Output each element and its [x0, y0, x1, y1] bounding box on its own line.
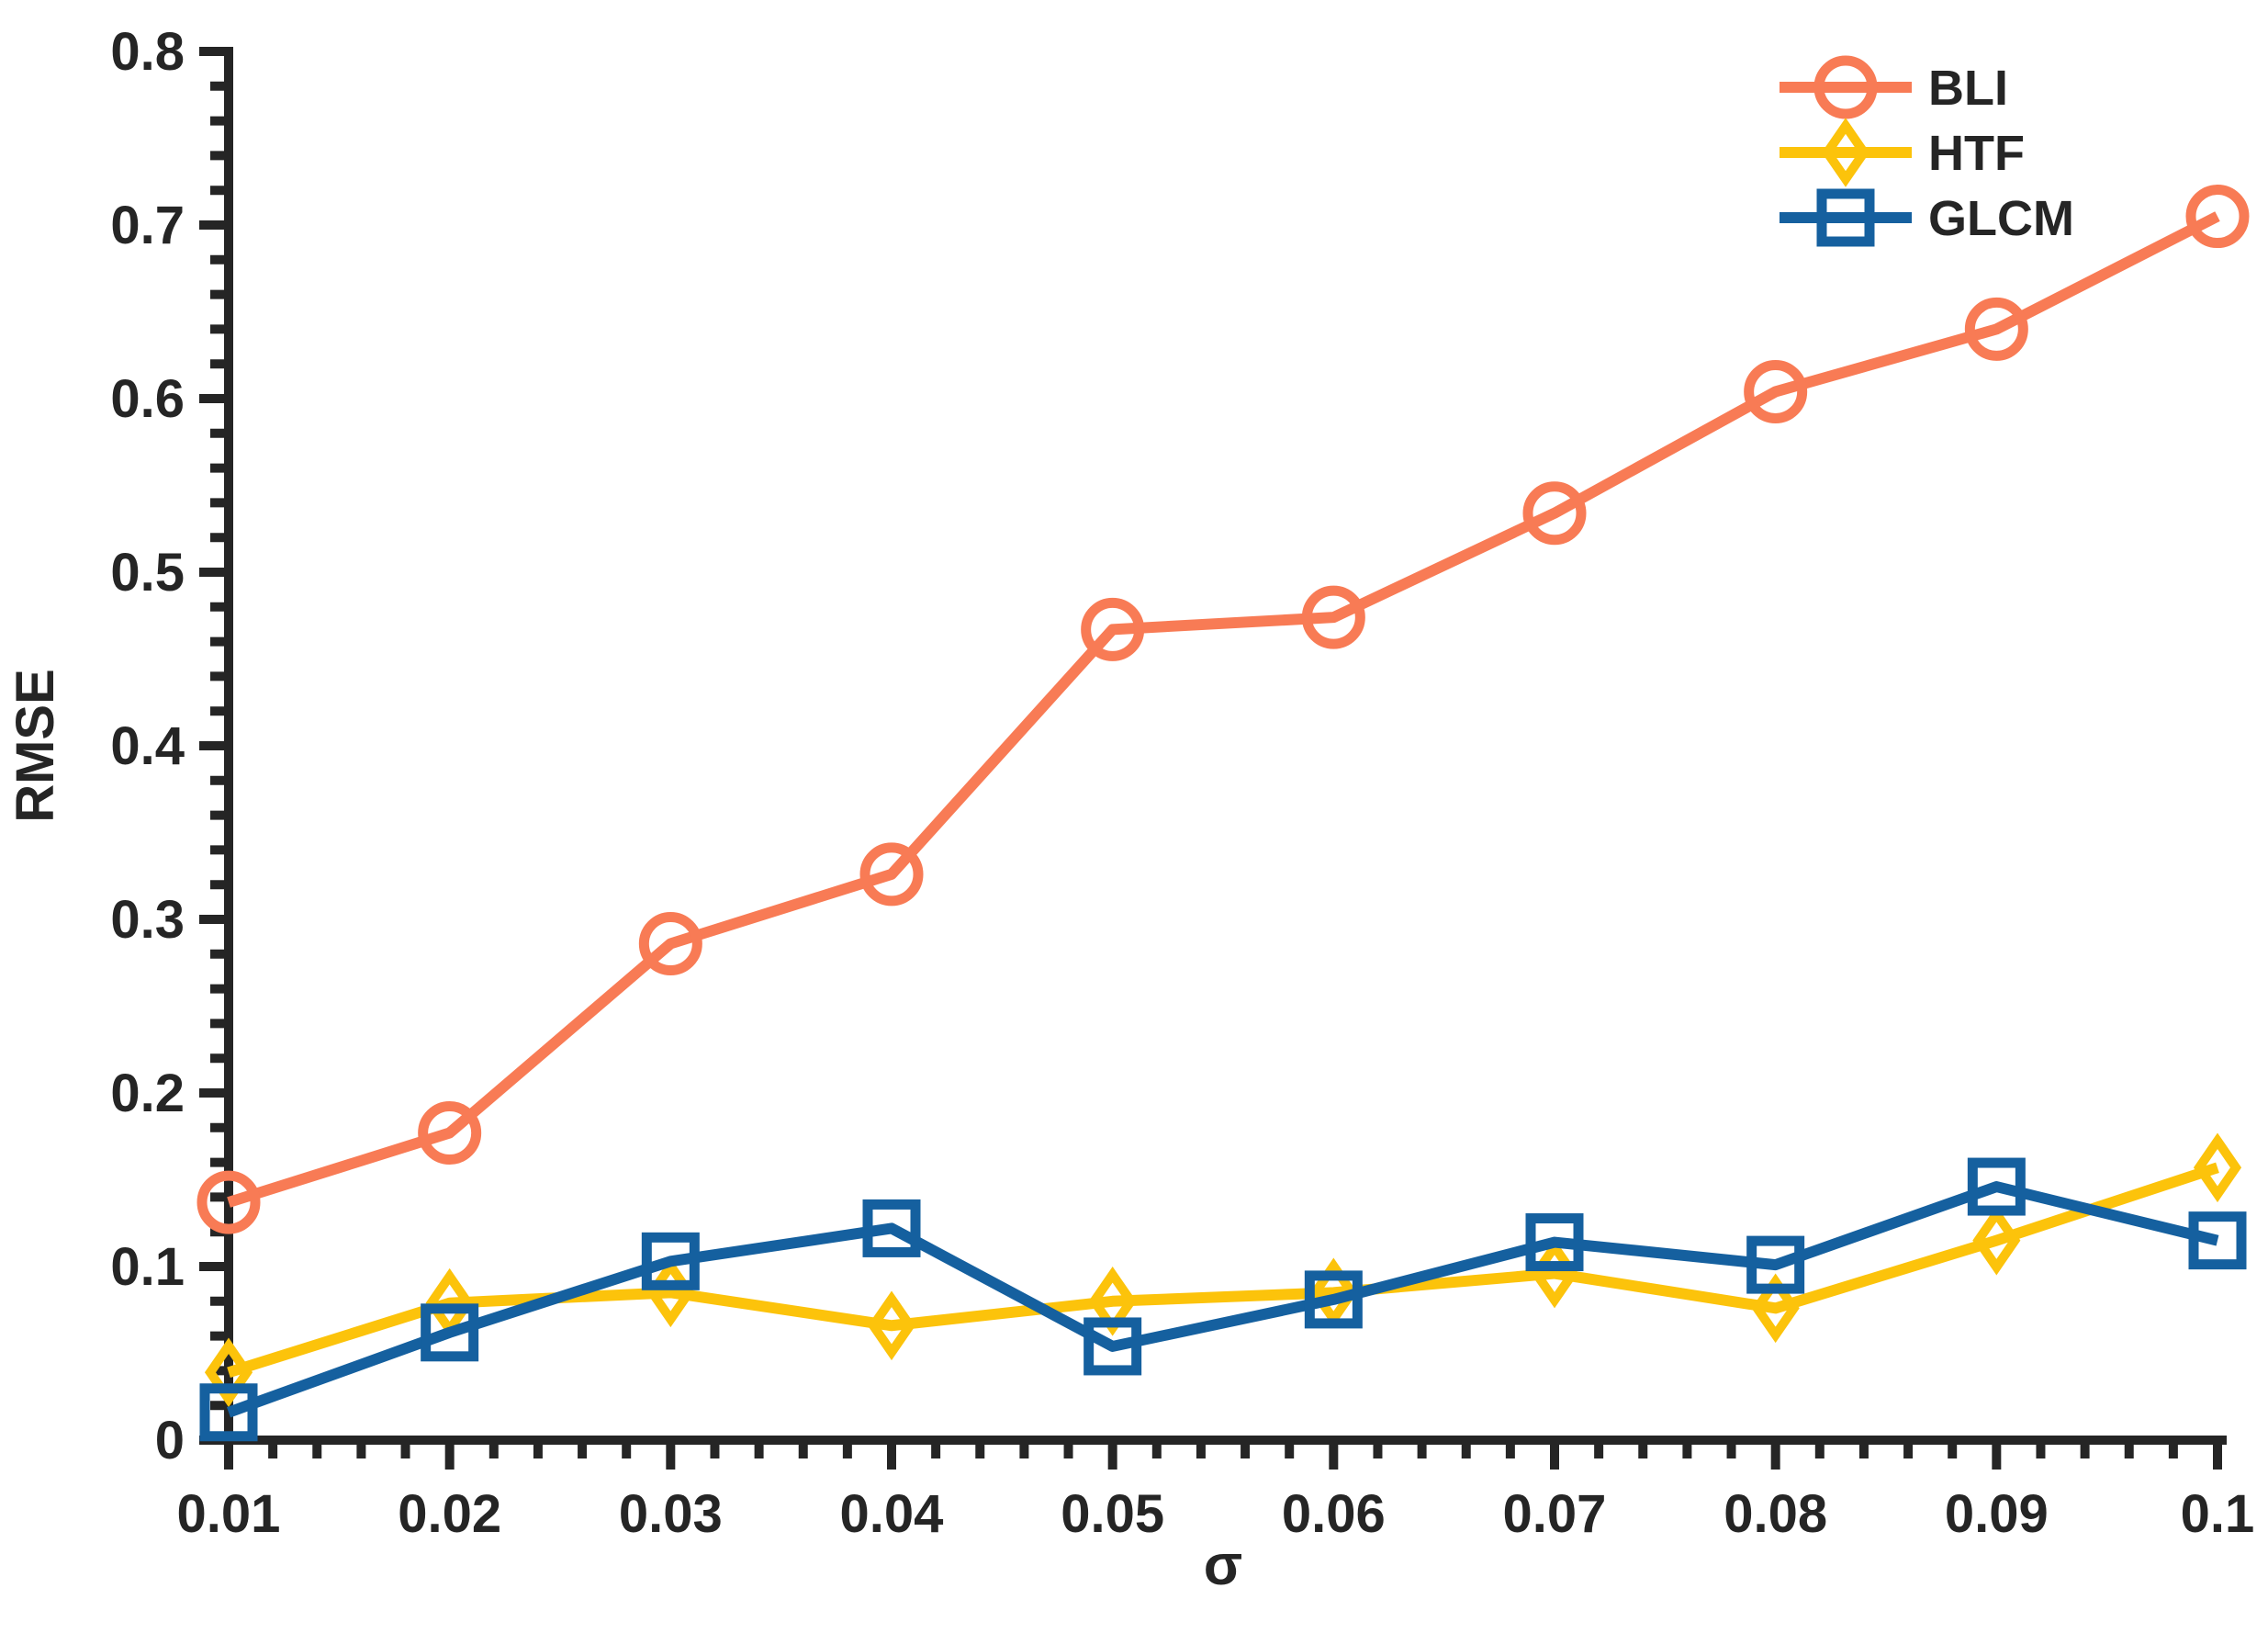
- square-marker: [199, 1383, 258, 1442]
- y-tick-label: 0.2: [110, 1064, 185, 1123]
- diamond-marker: [1751, 1273, 1800, 1344]
- series-line-HTF: [227, 1162, 2219, 1379]
- legend-item-HTF: HTF: [1780, 118, 2025, 187]
- series-BLI: [196, 185, 2250, 1234]
- y-tick-label: 0.8: [110, 22, 185, 82]
- square-marker: [1967, 1157, 2026, 1216]
- square-marker: [421, 1303, 479, 1362]
- y-tick-label: 0.6: [110, 369, 185, 429]
- legend: BLI HTF GLCM: [1780, 55, 2074, 247]
- legend-item-BLI: BLI: [1780, 55, 2008, 119]
- diamond-marker: [2193, 1132, 2242, 1203]
- x-tick-label: 0.04: [840, 1484, 944, 1544]
- legend-label: BLI: [1928, 61, 2008, 116]
- diamond-marker: [1972, 1205, 2021, 1276]
- square-marker: [862, 1199, 921, 1257]
- legend-item-GLCM: GLCM: [1780, 188, 2074, 247]
- series-GLCM: [199, 1157, 2247, 1442]
- x-tick-label: 0.03: [619, 1484, 723, 1544]
- y-tick-label: 0.5: [110, 543, 185, 603]
- y-tick-label: 0.7: [110, 196, 185, 255]
- x-tick-label: 0.07: [1503, 1484, 1607, 1544]
- square-marker: [641, 1232, 700, 1290]
- series-line-BLI: [227, 211, 2220, 1208]
- x-tick-label: 0.01: [177, 1484, 281, 1544]
- x-tick-label: 0.1: [2181, 1484, 2255, 1544]
- circle-marker: [859, 842, 924, 907]
- circle-marker: [418, 1100, 482, 1165]
- square-marker: [2188, 1211, 2247, 1270]
- circle-marker: [2185, 185, 2250, 249]
- circle-marker: [1744, 359, 1808, 423]
- series-HTF: [204, 1132, 2242, 1408]
- y-tick-label: 0: [155, 1411, 185, 1470]
- series-line-GLCM: [226, 1181, 2219, 1418]
- legend-label: GLCM: [1928, 191, 2074, 246]
- circle-marker: [1813, 55, 1878, 119]
- y-axis-label: RMSE: [6, 669, 65, 823]
- square-marker: [1816, 188, 1875, 247]
- diamond-marker: [1821, 118, 1870, 187]
- y-tick-label: 0.3: [110, 890, 185, 950]
- diamond-marker: [867, 1290, 916, 1361]
- circle-marker: [1964, 297, 2028, 361]
- x-tick-label: 0.02: [398, 1484, 501, 1544]
- square-marker: [1304, 1270, 1363, 1329]
- x-tick-label: 0.05: [1061, 1484, 1164, 1544]
- y-tick-label: 0.4: [110, 716, 185, 776]
- x-tick-label: 0.08: [1723, 1484, 1827, 1544]
- x-tick-label: 0.09: [1945, 1484, 2049, 1544]
- diamond-marker: [204, 1337, 253, 1408]
- circle-marker: [1081, 597, 1145, 661]
- legend-label: HTF: [1928, 126, 2025, 181]
- circle-marker: [638, 911, 702, 975]
- circle-marker: [1522, 481, 1587, 546]
- x-axis-label: σ: [1204, 1534, 1242, 1597]
- y-tick-label: 0.1: [110, 1237, 185, 1297]
- circle-marker: [196, 1170, 261, 1234]
- square-marker: [1083, 1317, 1142, 1376]
- diamond-marker: [1088, 1266, 1137, 1336]
- circle-marker: [1301, 585, 1365, 649]
- x-tick-label: 0.06: [1282, 1484, 1386, 1544]
- square-marker: [1746, 1235, 1805, 1294]
- square-marker: [1525, 1213, 1584, 1272]
